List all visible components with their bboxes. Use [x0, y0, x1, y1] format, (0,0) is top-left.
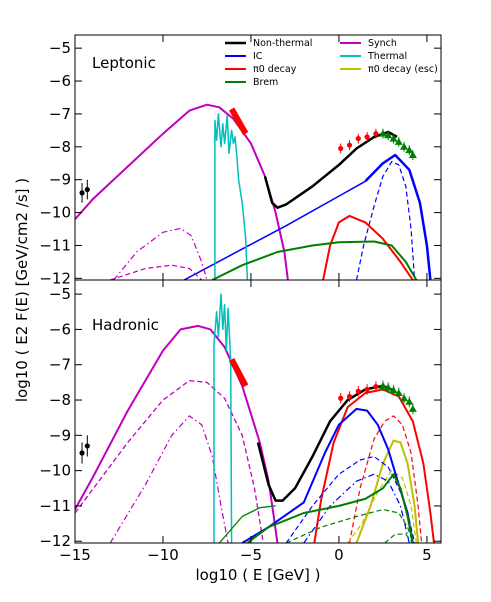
data-point-p0-2-2	[389, 134, 398, 142]
plot-frame-bottom	[74, 279, 442, 544]
data-point-p0-1-2	[355, 135, 361, 142]
series-synch-solid-p1-0	[75, 324, 279, 543]
data-point-p1-2-0	[378, 381, 387, 389]
y-tick-label-p1-4: −8	[49, 391, 71, 409]
series-non-thermal-solid-p1-3	[256, 384, 396, 502]
data-point-p1-0-0	[79, 450, 85, 456]
y-tick-label-p1-1: −11	[39, 497, 71, 515]
series-brem-solid-p1-13	[218, 505, 276, 543]
optical-band-p0-0	[229, 107, 249, 136]
legend-label-pi0-decay: π0 decay	[253, 64, 297, 75]
series-0-decay-solid-p0-6	[322, 214, 414, 280]
series-ic-dashed-p0-3	[355, 161, 416, 280]
series-0-decay-dashed-p1-6	[348, 415, 423, 543]
series-brem-solid-p1-12	[246, 473, 414, 543]
data-point-p0-2-6	[408, 151, 417, 159]
y-tick-label-p0-3: −9	[49, 171, 71, 189]
data-point-p0-1-0	[338, 145, 344, 152]
data-point-p0-0-0	[79, 190, 85, 196]
x-axis-label: log10 ( E [GeV] )	[195, 566, 320, 584]
y-axis-label: log10 ( E2 F(E) [GeV/cm2 /s] )	[13, 178, 31, 402]
data-point-p0-2-4	[400, 142, 409, 150]
y-tick-label-p1-0: −12	[39, 532, 71, 550]
data-point-p1-2-5	[405, 397, 414, 405]
series-ic-solid-p0-1	[183, 180, 366, 280]
series-0-decay-esc-dashed-p1-8	[347, 470, 417, 543]
series-ic-dashdot-p1-11	[303, 473, 410, 543]
series-synch-dashed-p0-9	[110, 264, 203, 280]
y-tick-label-p1-7: −5	[49, 285, 71, 303]
data-point-p1-2-1	[384, 383, 393, 391]
x-tick-label-0: −15	[59, 546, 91, 564]
legend-label-synch: Synch	[368, 38, 397, 49]
optical-band-p1-0	[228, 358, 249, 388]
legend-label-nonthermal: Non-thermal	[253, 38, 312, 49]
y-tick-label-p1-3: −9	[49, 426, 71, 444]
series-ic-solid-p0-2	[364, 153, 432, 280]
legend-label-pi0-decay-esc: π0 decay (esc)	[368, 64, 438, 75]
x-tick-label-2: −5	[240, 546, 262, 564]
x-tick-label-3: 0	[334, 546, 344, 564]
y-tick-label-p0-2: −10	[39, 204, 71, 222]
y-tick-label-p0-4: −8	[49, 138, 71, 156]
y-tick-label-p1-6: −6	[49, 320, 71, 338]
series-thermal-solid-p1-4	[213, 293, 233, 543]
legend-label-brem: Brem	[253, 77, 278, 88]
data-point-p1-1-3	[364, 386, 370, 393]
series-synch-dashdot-p0-8	[113, 227, 208, 280]
data-point-p1-2-4	[400, 394, 409, 402]
data-point-p0-2-0	[378, 129, 387, 137]
x-tick-label-4: 5	[422, 546, 432, 564]
legend-label-ic: IC	[253, 51, 263, 62]
series-0-decay-esc-solid-p1-7	[355, 439, 420, 543]
data-point-p0-2-5	[405, 146, 414, 154]
y-tick-label-p1-2: −10	[39, 462, 71, 480]
data-point-p1-1-4	[373, 384, 379, 390]
series-synch-dashdot-p1-2	[109, 415, 229, 543]
data-point-p0-1-4	[373, 131, 379, 137]
series-brem-dashed-p1-15	[384, 533, 414, 543]
data-point-p1-2-6	[408, 404, 417, 412]
y-tick-label-p0-0: −12	[39, 269, 71, 287]
series-brem-solid-p0-7	[211, 240, 418, 280]
data-point-p1-1-2	[355, 388, 361, 394]
data-point-p0-0-1	[84, 186, 90, 193]
data-point-p0-1-1	[346, 142, 353, 148]
series-brem-dashed-p1-14	[285, 508, 414, 543]
panel-label-hadronic: Hadronic	[92, 316, 159, 334]
legend: Non-thermal Synch IC Thermal π0 decay π0…	[225, 38, 438, 88]
y-tick-label-p1-5: −7	[49, 356, 71, 374]
data-point-p1-1-0	[338, 395, 344, 401]
series-thermal-solid-p0-5	[214, 113, 249, 280]
y-tick-label-p0-1: −11	[39, 236, 71, 254]
x-tick-label-1: −10	[147, 546, 179, 564]
data-point-p1-2-2	[389, 386, 398, 394]
data-point-p1-0-1	[84, 443, 90, 449]
series-ic-dashed-p1-10	[285, 455, 416, 543]
panel-label-leptonic: Leptonic	[92, 54, 156, 72]
data-point-p0-2-3	[394, 137, 403, 145]
data-point-p1-2-3	[394, 388, 403, 396]
y-tick-label-p0-7: −5	[49, 39, 71, 57]
y-tick-label-p0-5: −7	[49, 105, 71, 123]
series-synch-dashed-p1-1	[75, 379, 264, 543]
data-point-p0-1-3	[364, 134, 370, 140]
y-tick-label-p0-6: −6	[49, 72, 71, 90]
data-point-p1-1-1	[346, 393, 353, 400]
legend-label-thermal: Thermal	[367, 51, 407, 62]
series-synch-solid-p0-0	[75, 103, 289, 280]
data-point-p0-2-1	[384, 131, 393, 139]
